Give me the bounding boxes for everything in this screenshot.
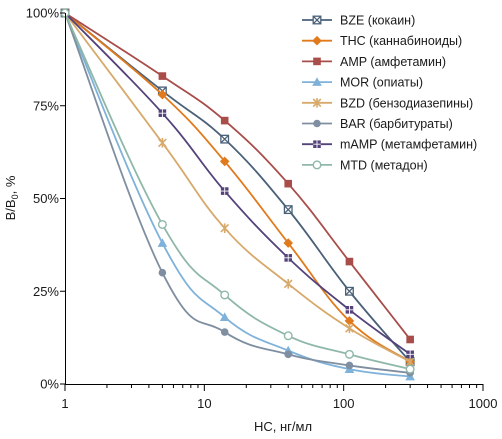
data-point (157, 219, 167, 229)
y-tick-label: 75% (33, 98, 59, 113)
legend-item: BZE (кокаин) (302, 14, 415, 28)
data-point (345, 257, 354, 266)
legend-label: MOR (опиаты) (340, 76, 423, 90)
legend-marker-grid (313, 140, 321, 148)
x-tick-label: 100 (333, 396, 355, 411)
data-point-grid (284, 254, 293, 262)
series-line (64, 12, 411, 363)
data-point-cross (345, 286, 354, 296)
data-point (283, 205, 293, 215)
legend-marker (312, 77, 322, 86)
data-point-grid (406, 350, 414, 359)
data-point (157, 89, 168, 100)
legend-item: MTD (метадон) (302, 158, 428, 172)
data-point-grid (220, 187, 229, 195)
data-point (406, 335, 414, 344)
y-axis-ticks: 0% 25% 50% 75% 100% (26, 6, 65, 392)
data-point-cross (283, 205, 293, 214)
series-layer (60, 8, 415, 381)
x-tick-label: 1 (61, 396, 68, 411)
data-point (158, 109, 167, 117)
data-point (344, 286, 354, 296)
data-point (158, 72, 167, 80)
y-axis-title-main: B/B (3, 199, 18, 220)
data-point (406, 350, 414, 359)
y-tick-label: 0% (40, 377, 59, 392)
data-point (220, 290, 230, 300)
x-axis-title: HC, нг/мл (254, 419, 312, 434)
legend-label: MTD (метадон) (340, 158, 428, 172)
data-point (220, 116, 229, 125)
legend-item: MOR (опиаты) (302, 76, 423, 90)
legend-item: BZD (бензодиазепины) (302, 96, 473, 110)
series-line (64, 12, 411, 341)
data-point (220, 187, 229, 195)
legend-label: BZD (бензодиазепины) (340, 96, 473, 110)
legend-marker (312, 35, 322, 46)
legend-label: BAR (барбитураты) (340, 117, 453, 131)
data-point-cross (220, 134, 229, 144)
data-point (220, 328, 229, 336)
data-point (283, 279, 293, 289)
y-axis-title-suffix: , % (3, 175, 18, 194)
data-point (284, 179, 293, 188)
data-point (344, 349, 354, 359)
data-point (158, 268, 167, 277)
legend-label: THC (каннабиноиды) (340, 34, 462, 48)
legend-item: THC (каннабиноиды) (302, 34, 462, 48)
legend-marker-cross (312, 15, 322, 25)
data-point (344, 316, 355, 326)
legend-item: BAR (барбитураты) (302, 117, 453, 131)
legend-item: mAMP (метамфетамин) (302, 138, 477, 152)
legend-marker (313, 57, 321, 66)
legend-marker (312, 98, 322, 108)
data-point (284, 350, 293, 359)
plot-area (65, 13, 483, 384)
data-point (219, 312, 230, 322)
data-point-grid (158, 109, 167, 117)
y-tick-label: 25% (33, 284, 59, 299)
y-tick-label: 100% (26, 6, 60, 21)
data-point (157, 238, 168, 247)
x-tick-label: 10 (197, 396, 211, 411)
data-point (220, 134, 230, 144)
data-point (284, 254, 293, 262)
data-point (158, 138, 167, 148)
data-point (283, 331, 293, 341)
legend: BZE (кокаин) THC (каннабиноиды) AMP (амфет… (302, 14, 477, 172)
legend-marker (313, 140, 321, 148)
data-point (345, 361, 354, 370)
y-tick-label: 50% (33, 191, 59, 206)
legend-label: AMP (амфетамин) (340, 55, 446, 69)
data-point (283, 238, 294, 248)
data-point (345, 323, 354, 334)
data-point-grid (345, 306, 354, 314)
y-axis-title: B/B0, % (3, 175, 20, 220)
y-axis-title-subscript: 0 (10, 194, 20, 199)
legend-label: mAMP (метамфетамин) (340, 138, 477, 152)
data-point (345, 306, 354, 314)
legend-item: AMP (амфетамин) (302, 55, 446, 69)
data-point (220, 223, 230, 233)
legend-label: BZE (кокаин) (340, 14, 415, 28)
legend-marker (313, 119, 321, 128)
data-point (219, 156, 230, 167)
x-tick-label: 1000 (469, 396, 498, 411)
data-point (405, 364, 415, 374)
legend-marker (312, 15, 322, 25)
x-axis-ticks: 1 10 100 1000 (61, 384, 497, 411)
legend-marker (312, 160, 322, 170)
